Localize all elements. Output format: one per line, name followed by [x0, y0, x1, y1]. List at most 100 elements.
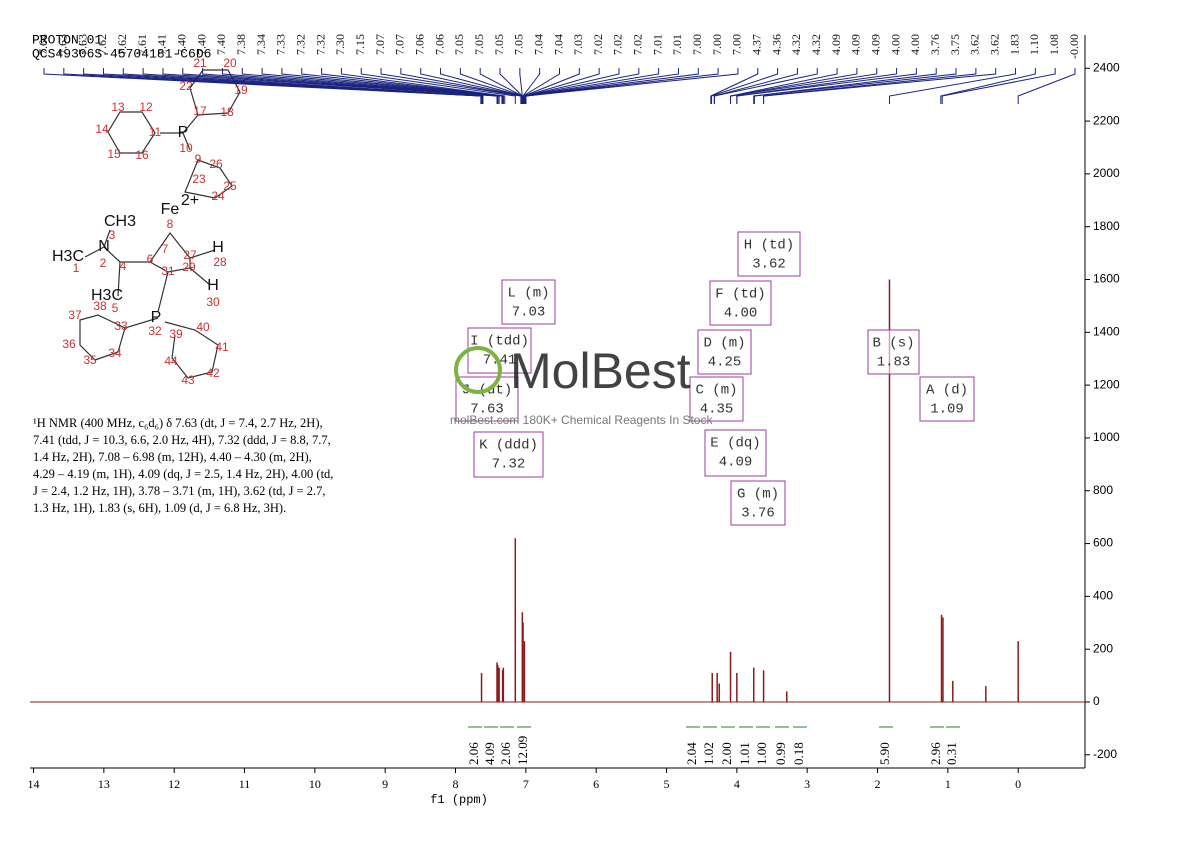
atom-label: 34 — [108, 346, 122, 360]
atom-label: Fe — [161, 201, 180, 218]
peak-leader — [711, 68, 779, 104]
atom-label: P — [178, 124, 189, 141]
atom-label: 9 — [195, 152, 202, 166]
atom-label: 11 — [149, 125, 162, 139]
peak-label: 7.00 — [730, 34, 744, 55]
peak-label: 7.05 — [472, 34, 486, 55]
peak-label: 7.34 — [254, 34, 268, 55]
axes — [30, 35, 1086, 769]
peak-leader — [321, 68, 504, 104]
peak-label: 7.07 — [373, 34, 387, 55]
y-tick-label: 200 — [1093, 641, 1113, 655]
peak-label: 7.00 — [690, 34, 704, 55]
peak-leader — [736, 68, 917, 104]
x-tick-label: 14 — [28, 777, 40, 791]
peak-label: 3.75 — [948, 34, 962, 55]
multiplet-box — [709, 280, 772, 326]
y-tick-label: -200 — [1093, 747, 1117, 761]
peak-label: 4.09 — [829, 34, 843, 55]
atom-label: 22 — [179, 79, 193, 93]
multiplet-box — [689, 376, 744, 422]
atom-label: 31 — [161, 264, 175, 278]
nmr-description: J = 2.4, 1.2 Hz, 1H), 3.78 – 3.71 (m, 1H… — [33, 484, 326, 498]
y-tick-label: 800 — [1093, 483, 1113, 497]
nmr-description: 1.3 Hz, 1H), 1.83 (s, 6H), 1.09 (d, J = … — [33, 501, 286, 515]
peak-label: 7.63 — [56, 34, 70, 55]
peak-label: 7.00 — [710, 34, 724, 55]
watermark-logo: MolBest — [510, 343, 691, 399]
peak-label: 7.02 — [591, 34, 605, 55]
peak-label: 4.09 — [849, 34, 863, 55]
multiplet-box — [704, 429, 767, 477]
y-tick-label: 2200 — [1093, 113, 1120, 127]
peak-label: 7.04 — [531, 34, 545, 55]
atom-label: 21 — [193, 56, 207, 70]
atom-label: P — [151, 309, 162, 326]
peak-leader — [730, 68, 878, 104]
atom-label: 27 — [183, 248, 197, 262]
peak-leader — [83, 68, 483, 104]
peak-label: 3.62 — [987, 34, 1001, 55]
y-tick-label: 1000 — [1093, 430, 1120, 444]
multiplet-name: E (dq) — [710, 436, 760, 452]
x-axis-label: f1 (ppm) — [430, 793, 488, 807]
peak-label: 7.63 — [75, 34, 89, 55]
integral-label: 2.06 — [466, 742, 481, 765]
nmr-description: 4.29 – 4.19 (m, 1H), 4.09 (dq, J = 2.5, … — [33, 467, 333, 481]
multiplet-name: H (td) — [744, 238, 794, 254]
multiplet-shift: 4.25 — [708, 355, 742, 371]
peak-leader — [753, 68, 937, 104]
integral-label: 0.31 — [944, 742, 959, 765]
multiplet-name: G (m) — [737, 487, 779, 503]
multiplet-shift: 7.63 — [470, 402, 504, 418]
peak-leader — [360, 68, 516, 104]
integral-label: 0.99 — [773, 742, 788, 765]
atom-label: CH3 — [104, 213, 136, 230]
peak-leader — [941, 68, 1056, 104]
multiplet-name: L (m) — [507, 286, 549, 302]
integral-label: 1.00 — [754, 742, 769, 765]
atom-label: 12 — [139, 100, 153, 114]
watermark-icon — [454, 346, 502, 394]
x-tick-label: 7 — [523, 777, 529, 791]
header-line: QCS49306S-45704181-C6D6 — [32, 46, 211, 61]
atom-label: 4 — [120, 259, 127, 273]
integral-label: 2.04 — [684, 742, 699, 765]
multiplet-name: B (s) — [872, 336, 914, 352]
atom-label: 28 — [213, 255, 227, 269]
atom-label: 39 — [169, 327, 183, 341]
atom-label: 44 — [164, 354, 178, 368]
peak-leader — [753, 68, 957, 104]
peak-label: 7.03 — [571, 34, 585, 55]
peak-label: 7.32 — [313, 34, 327, 55]
atom-label: H3C — [52, 248, 84, 265]
x-tick-label: 9 — [382, 777, 388, 791]
peak-leader — [1017, 68, 1076, 104]
peak-label: 7.06 — [412, 34, 426, 55]
peak-leader — [261, 68, 503, 104]
atom-label: 3 — [109, 228, 116, 242]
atom-label: 14 — [95, 122, 109, 136]
peak-leader — [459, 68, 523, 104]
peak-label: 4.00 — [908, 34, 922, 55]
multiplet-name: I (tdd) — [470, 334, 529, 350]
atom-label: 16 — [135, 148, 149, 162]
multiplet-name: A (d) — [926, 383, 968, 399]
peak-leader — [241, 68, 500, 104]
peak-leader — [523, 68, 640, 104]
integral-label: 1.02 — [701, 742, 716, 765]
atom-label: 25 — [223, 179, 237, 193]
atom-label: 42 — [206, 366, 220, 380]
peak-leader — [710, 68, 759, 104]
multiplet-box — [737, 231, 801, 277]
atom-label: 43 — [181, 373, 195, 387]
peak-label: 7.05 — [512, 34, 526, 55]
x-tick-label: 1 — [945, 777, 951, 791]
y-tick-label: 1200 — [1093, 377, 1120, 391]
peak-label: 7.40 — [175, 34, 189, 55]
peak-label: 7.15 — [353, 34, 367, 55]
multiplet-name: D (m) — [703, 336, 745, 352]
multiplet-box — [919, 376, 975, 422]
integral-label: 12.09 — [515, 736, 530, 765]
peak-leader — [281, 68, 504, 104]
